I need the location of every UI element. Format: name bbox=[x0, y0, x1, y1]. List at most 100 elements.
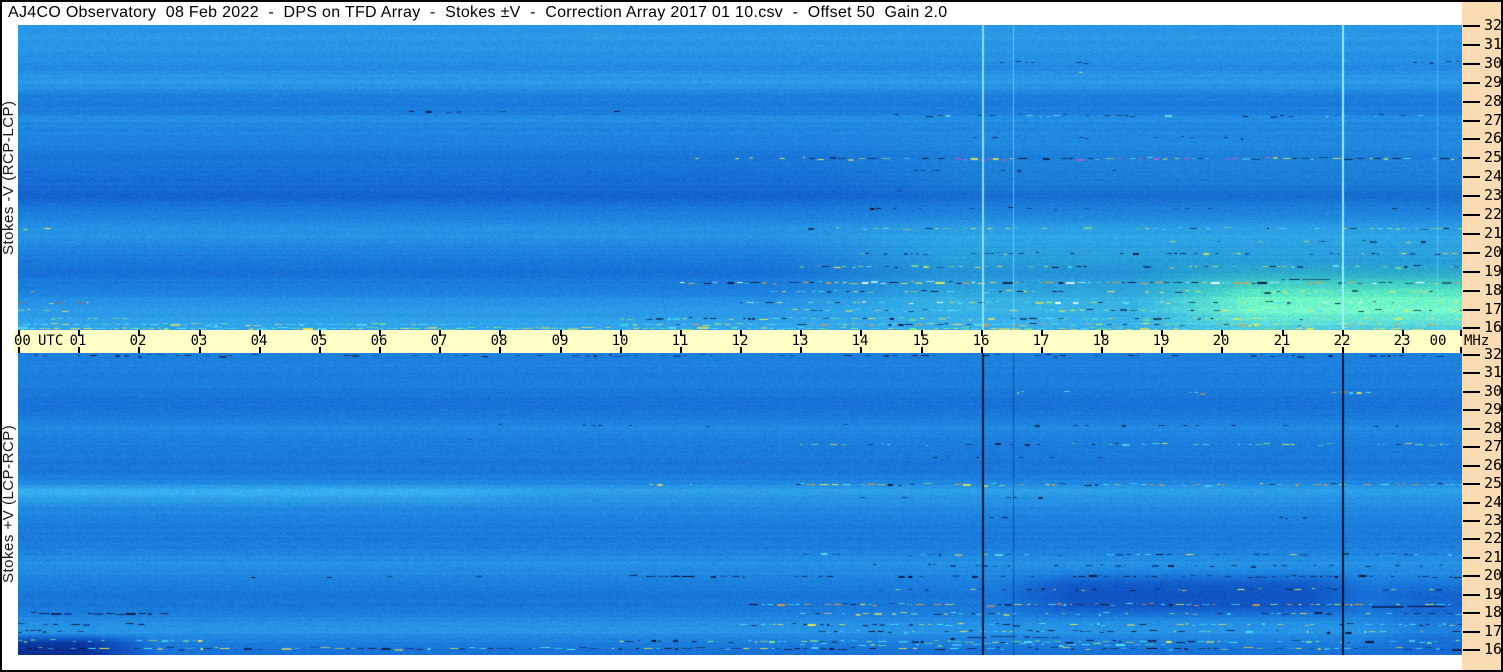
freq-label: 19 bbox=[1484, 585, 1503, 603]
freq-tick bbox=[1463, 409, 1480, 411]
freq-tick bbox=[1463, 575, 1480, 577]
freq-tick bbox=[1463, 214, 1480, 216]
freq-tick bbox=[1463, 631, 1480, 633]
freq-label: 17 bbox=[1484, 300, 1503, 318]
freq-tick bbox=[1463, 649, 1480, 651]
hour-tick bbox=[379, 330, 381, 336]
hour-tick bbox=[379, 347, 381, 353]
left-axis-label-bottom: Stokes +V (LCP-RCP) bbox=[0, 424, 17, 584]
freq-label: 30 bbox=[1484, 382, 1503, 400]
hour-tick bbox=[1221, 347, 1223, 353]
hour-tick bbox=[18, 347, 20, 353]
hour-tick bbox=[1342, 347, 1344, 353]
freq-label: 17 bbox=[1484, 622, 1503, 640]
freq-tick bbox=[1463, 195, 1480, 197]
hour-label: 11 bbox=[671, 333, 689, 349]
freq-label: 26 bbox=[1484, 456, 1503, 474]
freq-tick bbox=[1463, 502, 1480, 504]
freq-label: 32 bbox=[1484, 16, 1503, 34]
hour-label: 14 bbox=[851, 333, 869, 349]
hour-tick bbox=[981, 347, 983, 353]
freq-tick bbox=[1463, 44, 1480, 46]
hour-tick bbox=[499, 347, 501, 353]
hour-tick bbox=[1402, 330, 1404, 336]
hour-tick bbox=[199, 330, 201, 336]
freq-label: 23 bbox=[1484, 511, 1503, 529]
hour-tick bbox=[1460, 330, 1462, 336]
spectrogram-panel-bottom bbox=[18, 353, 1462, 655]
freq-label: 18 bbox=[1484, 281, 1503, 299]
freq-label: 29 bbox=[1484, 73, 1503, 91]
freq-label: 21 bbox=[1484, 548, 1503, 566]
spectrogram-panel-top bbox=[18, 25, 1462, 330]
freq-tick bbox=[1463, 483, 1480, 485]
page-title: AJ4CO Observatory 08 Feb 2022 - DPS on T… bbox=[8, 4, 948, 21]
freq-label: 20 bbox=[1484, 566, 1503, 584]
hour-label: 17 bbox=[1032, 333, 1050, 349]
hour-tick bbox=[1161, 347, 1163, 353]
left-axis-label-top: Stokes -V (RCP-LCP) bbox=[0, 100, 17, 255]
hour-tick bbox=[259, 330, 261, 336]
freq-tick bbox=[1463, 538, 1480, 540]
freq-label: 29 bbox=[1484, 400, 1503, 418]
freq-tick bbox=[1463, 372, 1480, 374]
freq-label: 26 bbox=[1484, 129, 1503, 147]
hour-label: 18 bbox=[1092, 333, 1110, 349]
freq-label: 23 bbox=[1484, 186, 1503, 204]
hour-tick bbox=[319, 347, 321, 353]
freq-label: 22 bbox=[1484, 529, 1503, 547]
hour-tick bbox=[1041, 330, 1043, 336]
hour-tick bbox=[1161, 330, 1163, 336]
hour-label: 08 bbox=[490, 333, 508, 349]
hour-label: 12 bbox=[731, 333, 749, 349]
frequency-axis-column bbox=[1462, 0, 1503, 672]
freq-label: 31 bbox=[1484, 363, 1503, 381]
freq-tick bbox=[1463, 309, 1480, 311]
freq-tick bbox=[1463, 354, 1480, 356]
hour-tick bbox=[138, 347, 140, 353]
hour-label: 06 bbox=[370, 333, 388, 349]
title-bar: AJ4CO Observatory 08 Feb 2022 - DPS on T… bbox=[0, 0, 1462, 25]
hour-label: 22 bbox=[1333, 333, 1351, 349]
freq-label: 20 bbox=[1484, 243, 1503, 261]
freq-label: 25 bbox=[1484, 474, 1503, 492]
hour-tick bbox=[1282, 347, 1284, 353]
freq-tick bbox=[1463, 120, 1480, 122]
freq-tick bbox=[1463, 290, 1480, 292]
hour-tick bbox=[1101, 330, 1103, 336]
hour-tick bbox=[138, 330, 140, 336]
hour-label: 15 bbox=[912, 333, 930, 349]
freq-label: 27 bbox=[1484, 111, 1503, 129]
freq-label: 25 bbox=[1484, 148, 1503, 166]
hour-tick bbox=[1041, 347, 1043, 353]
hour-label: 16 bbox=[972, 333, 990, 349]
hour-tick bbox=[620, 347, 622, 353]
freq-label: 16 bbox=[1484, 640, 1503, 658]
hour-label: 19 bbox=[1152, 333, 1170, 349]
freq-tick bbox=[1463, 612, 1480, 614]
freq-tick bbox=[1463, 157, 1480, 159]
hour-tick bbox=[319, 330, 321, 336]
freq-label: 28 bbox=[1484, 92, 1503, 110]
freq-tick bbox=[1463, 252, 1480, 254]
hour-tick bbox=[981, 330, 983, 336]
hour-label: 21 bbox=[1273, 333, 1291, 349]
bottom-margin bbox=[0, 655, 1462, 672]
freq-label: 16 bbox=[1484, 318, 1503, 336]
time-axis-unit-label: UTC bbox=[38, 333, 64, 349]
hour-label: 00 bbox=[14, 333, 31, 349]
freq-tick bbox=[1463, 101, 1480, 103]
freq-tick bbox=[1463, 271, 1480, 273]
hour-tick bbox=[1402, 347, 1404, 353]
freq-axis-unit-label: MHz bbox=[1464, 333, 1490, 349]
freq-tick bbox=[1463, 428, 1480, 430]
hour-tick bbox=[680, 347, 682, 353]
freq-label: 31 bbox=[1484, 35, 1503, 53]
freq-label: 19 bbox=[1484, 262, 1503, 280]
hour-label: 04 bbox=[250, 333, 268, 349]
hour-tick bbox=[199, 347, 201, 353]
hour-tick bbox=[78, 330, 80, 336]
hour-tick bbox=[740, 347, 742, 353]
freq-tick bbox=[1463, 594, 1480, 596]
hour-label: 23 bbox=[1393, 333, 1411, 349]
